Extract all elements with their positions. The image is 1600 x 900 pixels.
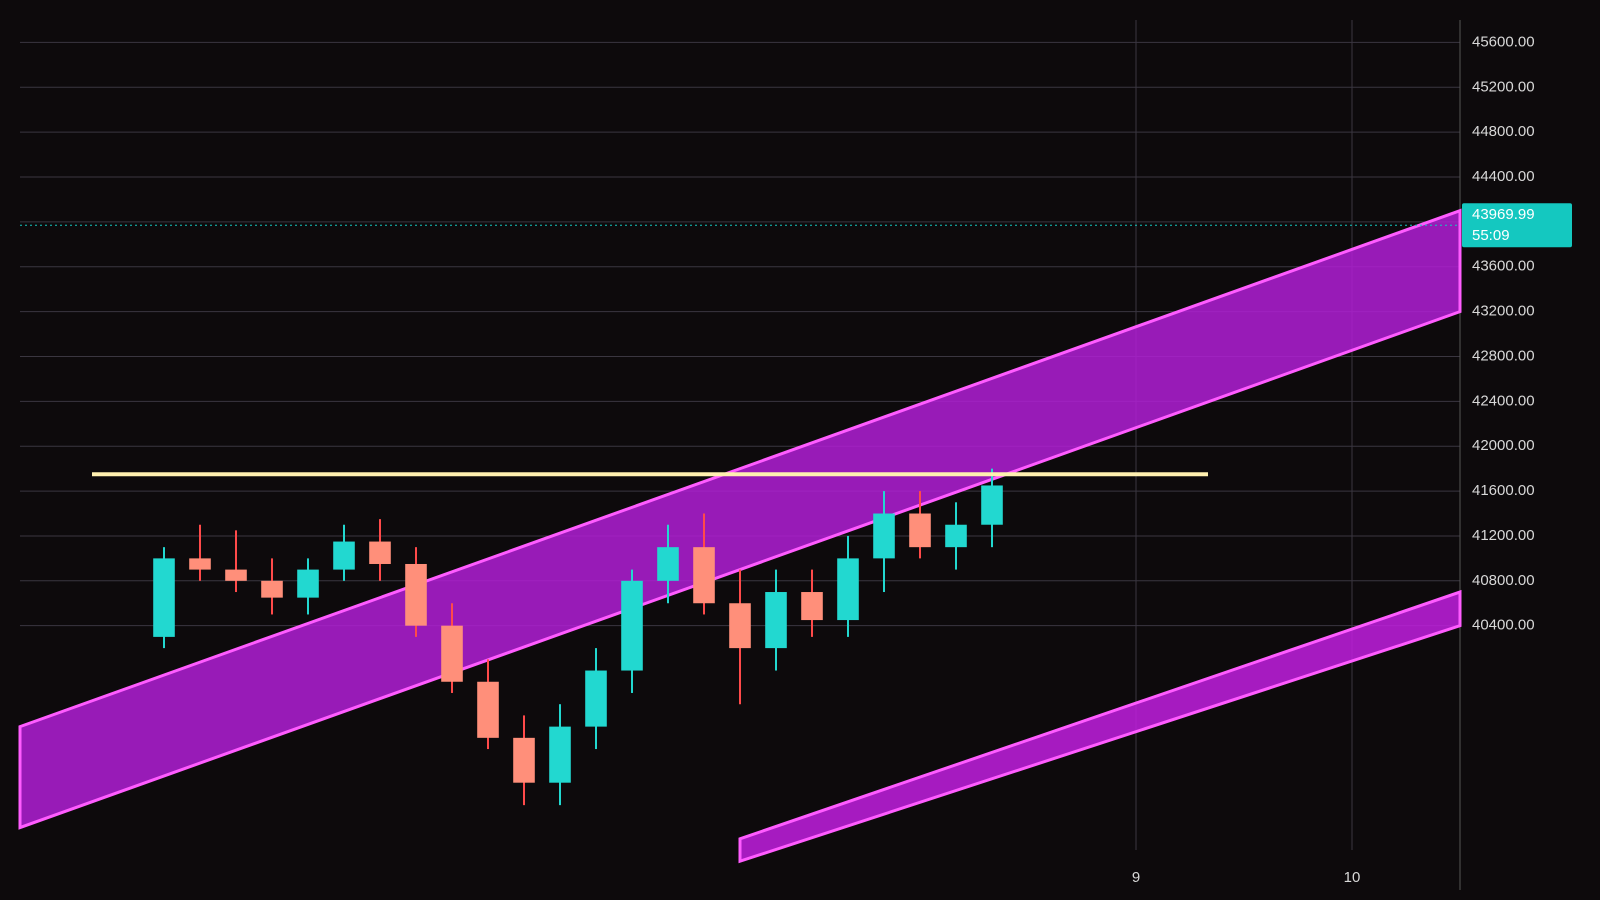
candle-body bbox=[837, 558, 859, 621]
countdown: 55:09 bbox=[1472, 227, 1510, 244]
x-tick-label: 10 bbox=[1344, 869, 1361, 886]
y-tick-label: 44400.00 bbox=[1472, 168, 1535, 185]
candle-body bbox=[369, 541, 391, 564]
candle-body bbox=[477, 681, 499, 738]
candle-body bbox=[441, 625, 463, 682]
y-tick-label: 42400.00 bbox=[1472, 392, 1535, 409]
candle-body bbox=[549, 726, 571, 783]
channel bbox=[18, 208, 1462, 830]
candle-body bbox=[909, 513, 931, 548]
price-label: 43969.99 bbox=[1472, 206, 1535, 223]
candle-body bbox=[225, 569, 247, 581]
candle-body bbox=[657, 547, 679, 581]
candle-body bbox=[333, 541, 355, 570]
y-tick-label: 41600.00 bbox=[1472, 482, 1535, 499]
candle-body bbox=[297, 569, 319, 598]
y-tick-label: 45200.00 bbox=[1472, 78, 1535, 95]
candle-body bbox=[261, 580, 283, 598]
candle-body bbox=[873, 513, 895, 559]
candle-body bbox=[189, 558, 211, 570]
y-tick-label: 43200.00 bbox=[1472, 303, 1535, 320]
y-tick-label: 40400.00 bbox=[1472, 617, 1535, 634]
y-tick-label: 41200.00 bbox=[1472, 527, 1535, 544]
candle-body bbox=[513, 737, 535, 783]
candle-body bbox=[621, 580, 643, 671]
x-tick-label: 9 bbox=[1132, 869, 1140, 886]
price-tag bbox=[1462, 203, 1572, 248]
candle-body bbox=[405, 563, 427, 626]
y-tick-label: 42000.00 bbox=[1472, 437, 1535, 454]
candle-body bbox=[585, 670, 607, 727]
y-tick-label: 45600.00 bbox=[1472, 33, 1535, 50]
y-tick-label: 40800.00 bbox=[1472, 572, 1535, 589]
candle-body bbox=[765, 592, 787, 649]
y-tick-label: 43600.00 bbox=[1472, 258, 1535, 275]
candle-body bbox=[801, 592, 823, 621]
candle-body bbox=[153, 558, 175, 637]
y-tick-label: 42800.00 bbox=[1472, 347, 1535, 364]
channel bbox=[738, 589, 1462, 864]
candle-body bbox=[981, 485, 1003, 525]
candle-body bbox=[945, 524, 967, 548]
candle-body bbox=[693, 547, 715, 604]
candle-body bbox=[729, 603, 751, 649]
y-tick-label: 44800.00 bbox=[1472, 123, 1535, 140]
